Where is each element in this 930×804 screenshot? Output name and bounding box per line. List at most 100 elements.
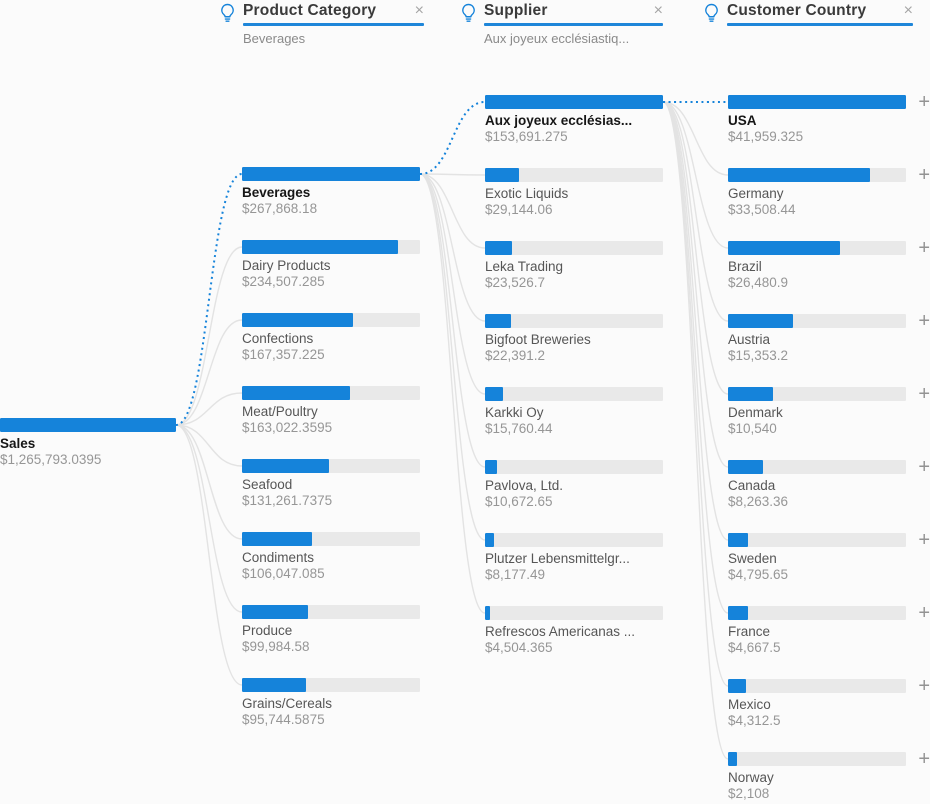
expand-plus-icon[interactable]: + bbox=[918, 310, 930, 332]
node-label: Produce bbox=[242, 623, 293, 638]
expand-plus-icon[interactable]: + bbox=[918, 529, 930, 551]
connector-edge bbox=[175, 424, 243, 467]
tree-node-refrescos-americanas[interactable]: Refrescos Americanas ... $4,504.365 bbox=[485, 606, 663, 655]
node-value: $4,667.5 bbox=[728, 640, 781, 655]
tree-node-mexico[interactable]: Mexico $4,312.5 + bbox=[728, 675, 930, 728]
node-bar bbox=[485, 387, 663, 401]
tree-node-leka-trading[interactable]: Leka Trading $23,526.7 bbox=[485, 241, 663, 290]
node-bar-fill bbox=[242, 459, 330, 473]
expand-plus-icon[interactable]: + bbox=[918, 383, 930, 405]
tree-node-germany[interactable]: Germany $33,508.44 + bbox=[728, 164, 930, 217]
lightbulb-icon bbox=[703, 3, 720, 28]
node-bar-fill bbox=[485, 95, 663, 109]
node-bar-fill bbox=[728, 241, 841, 255]
connector-edge bbox=[662, 101, 729, 541]
expand-plus-icon[interactable]: + bbox=[918, 675, 930, 697]
node-label: Norway bbox=[728, 770, 774, 785]
tree-node-norway[interactable]: Norway $2,108 + bbox=[728, 748, 930, 801]
node-bar bbox=[242, 532, 420, 546]
node-value: $8,263.36 bbox=[728, 494, 789, 509]
close-icon[interactable]: × bbox=[414, 2, 424, 19]
node-bar-fill bbox=[485, 387, 504, 401]
node-label: Beverages bbox=[242, 185, 311, 200]
node-bar-fill bbox=[242, 678, 306, 692]
connector-edge bbox=[419, 173, 486, 249]
node-value: $1,265,793.0395 bbox=[0, 452, 102, 467]
expand-plus-icon[interactable]: + bbox=[918, 237, 930, 259]
node-label: Sweden bbox=[728, 551, 777, 566]
expand-plus-icon[interactable]: + bbox=[918, 456, 930, 478]
node-label: Aux joyeux ecclésias... bbox=[485, 113, 633, 128]
node-bar bbox=[242, 313, 420, 327]
tree-node-condiments[interactable]: Condiments $106,047.085 bbox=[242, 532, 420, 581]
node-bar-fill bbox=[242, 313, 354, 327]
node-bar bbox=[728, 168, 906, 182]
connector-edge bbox=[419, 173, 486, 468]
node-value: $29,144.06 bbox=[485, 202, 553, 217]
close-icon[interactable]: × bbox=[653, 2, 663, 19]
tree-node-sweden[interactable]: Sweden $4,795.65 + bbox=[728, 529, 930, 582]
node-bar-fill bbox=[728, 314, 794, 328]
connector-edge-selected bbox=[419, 101, 486, 175]
close-icon[interactable]: × bbox=[903, 2, 913, 19]
node-bar bbox=[728, 679, 906, 693]
node-value: $267,868.18 bbox=[242, 201, 318, 216]
node-value: $163,022.3595 bbox=[242, 420, 333, 435]
node-value: $22,391.2 bbox=[485, 348, 546, 363]
tree-node-pavlova-ltd[interactable]: Pavlova, Ltd. $10,672.65 bbox=[485, 460, 663, 509]
node-value: $15,353.2 bbox=[728, 348, 789, 363]
filter-pill-supplier: Supplier × Aux joyeux ecclésiastiq... bbox=[460, 2, 663, 46]
node-value: $131,261.7375 bbox=[242, 493, 333, 508]
tree-node-produce[interactable]: Produce $99,984.58 bbox=[242, 605, 420, 654]
filter-selected-value: Aux joyeux ecclésiastiq... bbox=[484, 31, 630, 46]
tree-node-bigfoot-breweries[interactable]: Bigfoot Breweries $22,391.2 bbox=[485, 314, 663, 363]
tree-node-aux-joyeux-eccl-sias[interactable]: Aux joyeux ecclésias... $153,691.275 bbox=[485, 95, 663, 144]
node-bar bbox=[242, 386, 420, 400]
tree-root-node-sales[interactable]: Sales $1,265,793.0395 bbox=[0, 418, 176, 467]
filter-selected-value: Beverages bbox=[243, 31, 306, 46]
tree-node-seafood[interactable]: Seafood $131,261.7375 bbox=[242, 459, 420, 508]
connector-edge bbox=[175, 424, 243, 686]
node-value: $106,047.085 bbox=[242, 566, 325, 581]
node-label: Confections bbox=[242, 331, 314, 346]
tree-node-canada[interactable]: Canada $8,263.36 + bbox=[728, 456, 930, 509]
connector-edge bbox=[419, 173, 486, 541]
node-label: Canada bbox=[728, 478, 776, 493]
node-value: $234,507.285 bbox=[242, 274, 325, 289]
expand-plus-icon[interactable]: + bbox=[918, 164, 930, 186]
node-value: $153,691.275 bbox=[485, 129, 568, 144]
connector-edge bbox=[662, 101, 729, 176]
node-bar-fill bbox=[728, 460, 764, 474]
expand-plus-icon[interactable]: + bbox=[918, 91, 930, 113]
node-bar bbox=[242, 459, 420, 473]
connector-edge bbox=[419, 173, 486, 322]
connector-edge bbox=[662, 101, 729, 760]
expand-plus-icon[interactable]: + bbox=[918, 748, 930, 770]
tree-node-brazil[interactable]: Brazil $26,480.9 + bbox=[728, 237, 930, 290]
tree-node-denmark[interactable]: Denmark $10,540 + bbox=[728, 383, 930, 436]
tree-node-dairy-products[interactable]: Dairy Products $234,507.285 bbox=[242, 240, 420, 289]
node-bar bbox=[728, 387, 906, 401]
tree-node-france[interactable]: France $4,667.5 + bbox=[728, 602, 930, 655]
tree-node-confections[interactable]: Confections $167,357.225 bbox=[242, 313, 420, 362]
connector-edge bbox=[175, 392, 243, 426]
node-value: $41,959.325 bbox=[728, 129, 804, 144]
connector-edge bbox=[419, 173, 486, 395]
tree-node-beverages[interactable]: Beverages $267,868.18 bbox=[242, 167, 420, 216]
expand-plus-icon[interactable]: + bbox=[918, 602, 930, 624]
node-value: $15,760.44 bbox=[485, 421, 553, 436]
filter-underline bbox=[727, 23, 913, 26]
tree-node-grains-cereals[interactable]: Grains/Cereals $95,744.5875 bbox=[242, 678, 420, 727]
connector-edge bbox=[662, 101, 729, 322]
node-label: Denmark bbox=[728, 405, 783, 420]
tree-node-meat-poultry[interactable]: Meat/Poultry $163,022.3595 bbox=[242, 386, 420, 435]
node-value: $167,357.225 bbox=[242, 347, 325, 362]
filter-title: Product Category bbox=[243, 2, 377, 19]
tree-node-austria[interactable]: Austria $15,353.2 + bbox=[728, 310, 930, 363]
connector-edge bbox=[662, 101, 729, 249]
tree-node-usa[interactable]: USA $41,959.325 + bbox=[728, 91, 930, 144]
tree-node-karkki-oy[interactable]: Karkki Oy $15,760.44 bbox=[485, 387, 663, 436]
node-bar-fill bbox=[485, 606, 491, 620]
tree-node-plutzer-lebensmittelgr[interactable]: Plutzer Lebensmittelgr... $8,177.49 bbox=[485, 533, 663, 582]
tree-node-exotic-liquids[interactable]: Exotic Liquids $29,144.06 bbox=[485, 168, 663, 217]
